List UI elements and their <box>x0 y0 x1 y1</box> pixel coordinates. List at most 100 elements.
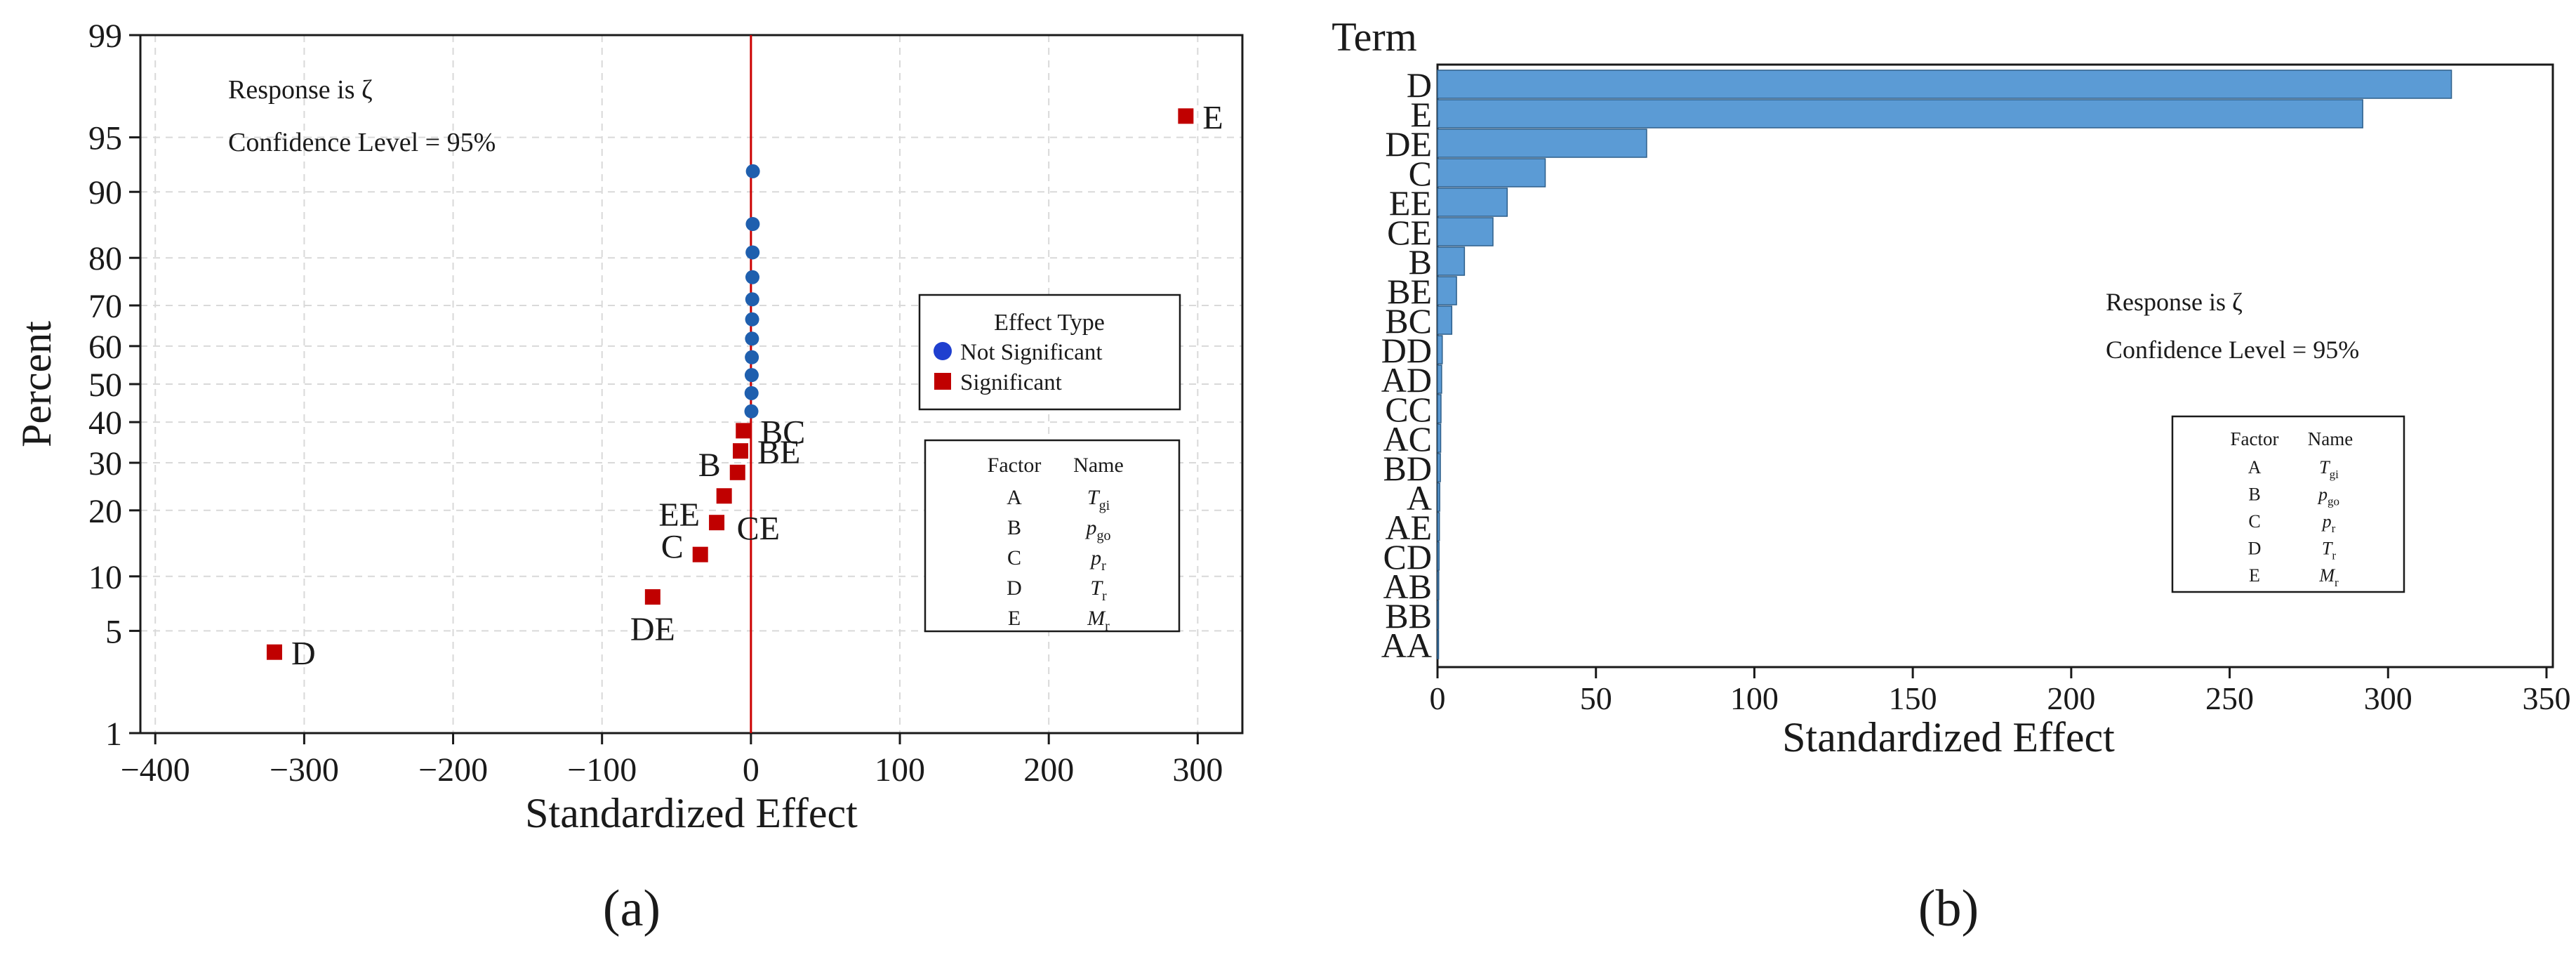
pareto-bar <box>1437 423 1442 453</box>
significant-point-label: E <box>1202 99 1223 136</box>
factor-table-a-factor-cell: E <box>1008 607 1021 630</box>
pareto-bar <box>1437 335 1443 364</box>
factor-table-b-factor-cell: C <box>2248 511 2260 532</box>
pareto-bar <box>1437 305 1453 335</box>
significant-point-label: C <box>661 529 684 566</box>
pareto-category-label: BC <box>1385 301 1432 341</box>
factor-table-b-name-cell: Tgi <box>2319 457 2339 481</box>
significant-point <box>1178 108 1194 124</box>
factor-table-a-factor-cell: B <box>1007 516 1021 539</box>
pareto-x-tick-label: 0 <box>1430 680 1446 716</box>
normal-plot-ticks: −400 −300 −200 −100 0 100 200 300 1 5 10 20 30405060… <box>88 18 1223 789</box>
pareto-category-label: CC <box>1385 390 1432 429</box>
pareto-x-axis-label: Standardized Effect <box>1782 714 2115 760</box>
pareto-category-label: BE <box>1387 272 1432 311</box>
pareto-x-ticks: 0 50 100 150 200 250 300 350 <box>1430 667 2570 716</box>
pareto-category-label: CD <box>1383 537 1432 577</box>
x-tick-label: 0 <box>743 751 759 789</box>
significant-point <box>729 464 745 480</box>
factor-table-b: Factor Name A Tgi B pgo C pr D Tr E Mr <box>2171 415 2405 593</box>
pareto-bar <box>1437 276 1457 305</box>
pareto-category-label: BD <box>1383 449 1432 488</box>
factor-table-b-box <box>2171 415 2405 593</box>
factor-table-a-header-factor: Factor <box>988 454 1042 477</box>
not-significant-point <box>745 164 760 178</box>
pareto-category-label: A <box>1407 478 1432 518</box>
pareto-category-label: CE <box>1387 213 1432 252</box>
factor-table-a-header-name: Name <box>1073 454 1124 477</box>
y-tick-label: 95 <box>88 120 122 157</box>
pareto-bar <box>1437 246 1466 276</box>
factor-table-a-factor-cell: C <box>1007 546 1021 569</box>
panel-label-a: (a) <box>603 880 660 937</box>
y-tick-label: 80 <box>88 240 122 277</box>
x-tick-label: 100 <box>875 751 925 789</box>
not-significant-point <box>745 217 760 232</box>
x-tick-label: 200 <box>1023 751 1074 789</box>
pareto-bar <box>1437 187 1508 217</box>
pareto-bar <box>1437 394 1442 423</box>
significant-point-label: B <box>698 447 721 484</box>
y-tick-label: 40 <box>88 404 122 442</box>
pareto-category-label: B <box>1409 242 1432 282</box>
pareto-bar <box>1437 158 1546 187</box>
factor-table-b-factor-cell: B <box>2248 485 2260 505</box>
pareto-x-tick-label: 100 <box>1730 680 1779 716</box>
significant-point <box>716 488 732 504</box>
pareto-category-label: DE <box>1385 124 1432 164</box>
factor-table-b-factor-cell: D <box>2248 539 2262 559</box>
pareto-category-label: AB <box>1383 567 1432 606</box>
not-significant-point <box>745 292 759 307</box>
significant-point-label: DE <box>630 611 675 648</box>
factor-table-b-factor-cell: E <box>2249 565 2260 586</box>
factor-table-a-name-cell: Tr <box>1090 577 1107 604</box>
pareto-bar <box>1437 364 1442 394</box>
factor-table-a: Factor Name A Tgi B pgo C pr D Tr E Mr <box>924 439 1181 634</box>
pareto-x-tick-label: 350 <box>2522 680 2570 716</box>
y-tick-label: 90 <box>88 174 122 211</box>
x-tick-label: −400 <box>121 751 190 789</box>
pareto-category-label: DD <box>1381 331 1432 370</box>
pareto-x-tick-label: 250 <box>2205 680 2254 716</box>
factor-table-b-name-cell: Tr <box>2322 539 2336 562</box>
factor-table-a-name-cell: pgo <box>1085 516 1111 544</box>
pareto-bar <box>1437 99 2363 129</box>
factor-table-a-factor-cell: D <box>1007 577 1022 600</box>
pareto-bar <box>1437 482 1440 512</box>
normal-plot-panel: −400 −300 −200 −100 0 100 200 300 1 5 10 20 30405060… <box>13 18 1244 836</box>
significant-point-label: EE <box>658 496 700 534</box>
pareto-category-label: E <box>1410 95 1432 134</box>
not-significant-point <box>744 368 759 383</box>
pareto-bar <box>1437 571 1440 600</box>
factor-table-b-factor-cell: A <box>2248 457 2262 477</box>
pareto-bar <box>1437 541 1440 571</box>
panel-label-b: (b) <box>1918 880 1979 937</box>
not-significant-point <box>744 386 759 400</box>
pareto-category-label: AE <box>1385 508 1432 547</box>
significant-point <box>736 423 752 439</box>
significant-point-label: BC <box>760 414 805 451</box>
pareto-category-label: AC <box>1383 419 1432 459</box>
pareto-bar <box>1437 129 1647 158</box>
normal-plot-y-axis-label: Percent <box>13 321 60 447</box>
effect-legend-box <box>918 294 1181 411</box>
significant-point-label: BE <box>757 434 800 471</box>
y-tick-label: 1 <box>105 716 122 753</box>
not-significant-point <box>745 331 759 346</box>
not-significant-point <box>745 350 759 364</box>
confidence-annotation: Confidence Level = 95% <box>228 128 496 157</box>
pareto-category-label: D <box>1407 65 1432 105</box>
not-significant-point <box>744 404 759 419</box>
significant-legend-marker <box>934 373 951 390</box>
factor-table-a-name-cell: Mr <box>1087 607 1110 634</box>
y-tick-label: 50 <box>88 367 122 404</box>
y-tick-label: 10 <box>88 559 122 596</box>
not-significant-point <box>745 270 759 284</box>
pareto-bar <box>1437 512 1440 541</box>
y-tick-label: 60 <box>88 329 122 366</box>
not-significant-legend-label: Not Significant <box>960 340 1103 365</box>
pareto-x-tick-label: 300 <box>2364 680 2412 716</box>
pareto-term-axis-title: Term <box>1332 14 1417 60</box>
